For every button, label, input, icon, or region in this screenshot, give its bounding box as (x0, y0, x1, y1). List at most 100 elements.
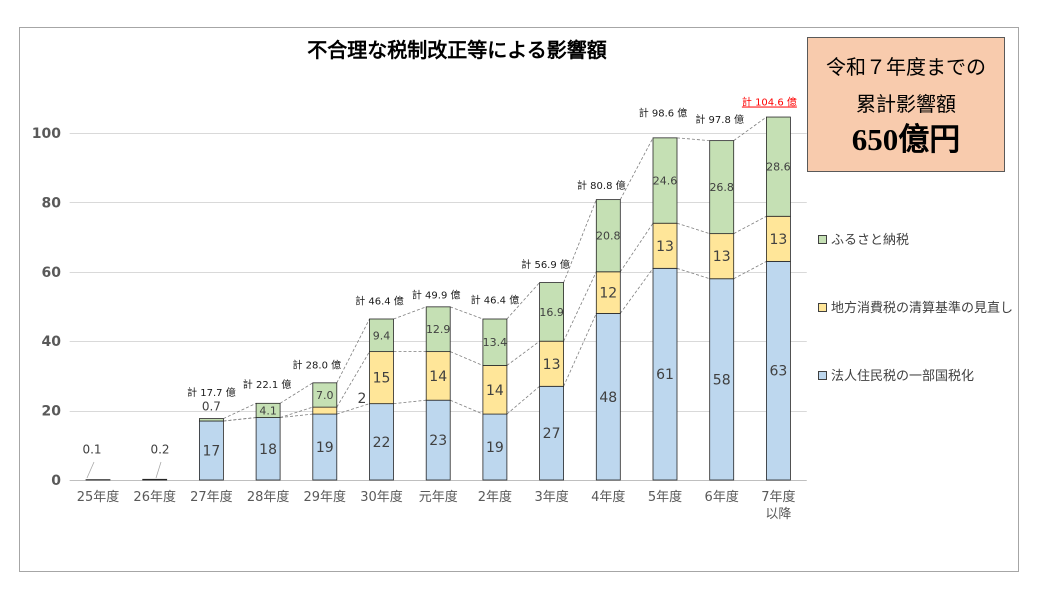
data-label-furusato-nozei: 24.6 (653, 174, 678, 187)
bar-chiho-shohizei (482, 365, 508, 415)
bar-chiho-shohizei (312, 406, 338, 415)
bar-chiho-shohizei (425, 351, 451, 401)
chart-area-frame (19, 27, 1019, 572)
x-tick-label: 5年度 (648, 489, 682, 505)
y-tick-label: 60 (42, 265, 62, 281)
data-label-furusato-nozei: 26.8 (709, 181, 734, 194)
bar-chiho-shohizei (595, 271, 621, 314)
x-tick-label: 3年度 (534, 489, 568, 505)
series-line-hojin-juminzei (506, 386, 540, 415)
x-tick-label: 7年度以降 (761, 489, 795, 522)
data-label-hojin-juminzei: 27 (543, 426, 561, 442)
data-label-chiho-shohizei: 15 (373, 371, 391, 387)
series-line-hojin-juminzei (280, 413, 313, 418)
series-line-chiho-shohizei (336, 351, 370, 408)
data-label-hojin-juminzei: 23 (429, 433, 447, 449)
legend-swatch-blue (818, 371, 827, 380)
bar-furusato-nozei (369, 318, 394, 353)
data-label-hojin-juminzei: 58 (713, 372, 731, 388)
data-label-hojin-juminzei: 19 (316, 440, 334, 456)
x-axis: 25年度 26年度 27年度 28年度 29年度 30年度 元年度 2年度 3年度 4年度 5年度 6… (77, 489, 796, 522)
data-label-chiho-shohizei: 13 (713, 249, 731, 265)
bar-furusato-nozei (652, 137, 678, 224)
data-label-hojin-juminzei: 19 (486, 440, 504, 456)
y-tick-label: 0 (51, 473, 61, 489)
chart-title: 不合理な税制改正等による影響額 (307, 38, 607, 62)
legend-item-furusato-nozei: ふるさと納税 (818, 233, 909, 249)
total-label: 計 97.8 億 (695, 113, 744, 126)
callout-line2: 累計影響額 (856, 92, 956, 116)
bar-furusato-nozei (766, 116, 791, 217)
bar-hojin-juminzei (312, 413, 338, 481)
total-label: 計 46.4 億 (355, 294, 404, 307)
series-line-furusato-nozei (336, 318, 370, 384)
series-line-furusato-nozei (506, 282, 540, 320)
series-line-hojin-juminzei (393, 399, 427, 405)
bar-hojin-juminzei (539, 385, 564, 481)
bar-chiho-shohizei (369, 351, 394, 405)
x-tick-label: 30年度 (360, 489, 403, 505)
data-label-furusato-nozei: 28.6 (766, 161, 791, 174)
bar-furusato-nozei (539, 282, 564, 342)
series-line-chiho-shohizei (506, 340, 540, 366)
data-label-furusato-nozei: 13.4 (483, 336, 508, 349)
data-label-hojin-juminzei: 63 (769, 364, 787, 380)
series-line-hojin-juminzei (336, 403, 370, 415)
series-line-furusato-nozei (223, 402, 257, 419)
total-label: 計 80.8 億 (577, 179, 626, 192)
data-label-furusato-nozei: 4.1 (259, 404, 277, 417)
total-label: 計 17.7 億 (187, 386, 236, 399)
bar-hojin-juminzei (595, 313, 621, 481)
total-label-highlighted: 計 104.6 億 (742, 96, 797, 109)
cumulative-impact-callout: 令和７年度までの 累計影響額 650億円 (807, 37, 1005, 172)
label-leader-line (155, 461, 162, 479)
series-line-furusato-nozei (619, 137, 654, 200)
bar-furusato-nozei (198, 418, 224, 422)
data-labels: 17 18 19 22 23 19 27 48 61 58 63 2 15 14 14 13 12 13 13 13 0… (82, 161, 790, 460)
series-line-furusato-nozei (450, 306, 484, 320)
total-label: 計 56.9 億 (521, 258, 570, 271)
x-tick-label: 4年度 (591, 489, 625, 505)
bar-furusato-nozei (595, 199, 621, 273)
data-label-chiho-shohizei: 14 (486, 383, 504, 399)
series-line-furusato-nozei (393, 306, 427, 320)
series-lines (223, 116, 767, 422)
bar-hojin-juminzei (425, 399, 451, 481)
legend-label: 法人住民税の一部国税化 (831, 369, 975, 384)
series-line-hojin-juminzei (733, 261, 767, 280)
x-tick-label: 26年度 (133, 489, 176, 505)
bar-furusato-nozei (482, 318, 508, 366)
bar-chiho-shohizei (539, 340, 564, 387)
series-line-chiho-shohizei (450, 351, 484, 366)
y-tick-label: 80 (42, 195, 62, 211)
bar-hojin-juminzei (482, 413, 508, 481)
x-tick-label: 28年度 (247, 489, 290, 505)
data-label-furusato-nozei: 0.2 (150, 442, 169, 456)
data-label-hojin-juminzei: 48 (599, 390, 617, 406)
total-label: 計 22.1 億 (243, 378, 292, 391)
bar-hojin-juminzei (766, 260, 791, 481)
bar-chiho-shohizei (652, 222, 678, 269)
series-line-furusato-nozei (733, 116, 767, 141)
series-line-hojin-juminzei (676, 267, 710, 280)
bar-chiho-shohizei (709, 233, 735, 280)
x-tick-label: 6年度 (705, 489, 739, 505)
total-label: 計 98.6 億 (639, 106, 688, 119)
data-label-hojin-juminzei: 22 (373, 435, 391, 451)
legend-swatch-yellow (818, 303, 827, 312)
series-line-chiho-shohizei (619, 222, 654, 273)
data-label-chiho-shohizei: 13 (769, 232, 787, 248)
data-label-chiho-shohizei: 2 (358, 391, 367, 407)
callout-amount: 650億円 (851, 122, 961, 157)
x-tick-label: 2年度 (478, 489, 512, 505)
legend-item-hojin-juminzei: 法人住民税の一部国税化 (818, 369, 974, 385)
data-label-furusato-nozei: 0.1 (82, 442, 101, 456)
series-line-hojin-juminzei (450, 399, 484, 415)
legend-label: 地方消費税の清算基準の見直し (831, 301, 1014, 316)
x-tick-label: 27年度 (190, 489, 233, 505)
bar-hojin-juminzei (255, 417, 281, 481)
series-line-chiho-shohizei (223, 417, 257, 422)
series-line-furusato-nozei (676, 137, 710, 142)
gridlines (69, 133, 807, 481)
series-line-hojin-juminzei (563, 313, 597, 387)
